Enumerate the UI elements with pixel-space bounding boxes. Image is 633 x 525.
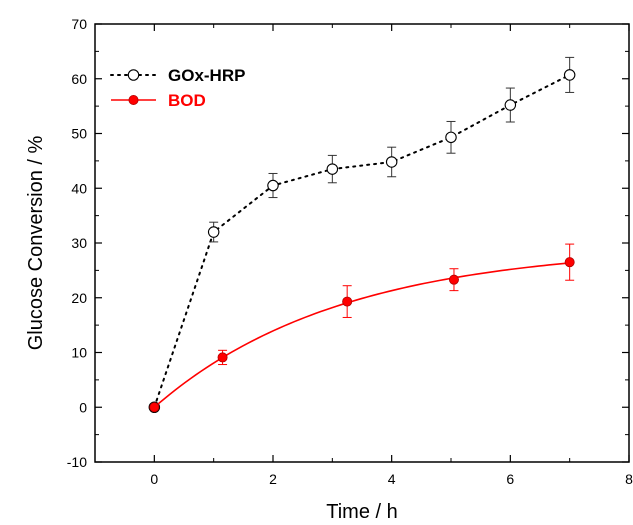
data-point (448, 274, 459, 285)
legend-marker-bod (128, 95, 139, 106)
plot-frame (94, 23, 630, 463)
legend-label-gox-hrp: GOx-HRP (168, 66, 245, 85)
data-point (207, 226, 220, 238)
x-tick-label: 6 (506, 471, 514, 487)
series-gox-hrp (148, 56, 576, 413)
y-tick-label: 20 (71, 290, 87, 306)
y-tick-label: 10 (71, 345, 87, 361)
series-line (153, 262, 570, 408)
y-axis-title: Glucose Conversion / % (25, 136, 47, 351)
y-tick-label: 40 (71, 180, 87, 196)
data-point (267, 179, 279, 192)
y-tick-label: 60 (71, 71, 87, 87)
y-tick-label: 30 (71, 235, 87, 251)
data-point (342, 296, 353, 307)
y-tick-label: 0 (79, 399, 87, 415)
legend-marker-gox-hrp (127, 69, 140, 81)
x-tick-label: 4 (388, 471, 396, 487)
data-point (326, 163, 339, 175)
x-tick-label: 0 (150, 471, 158, 487)
legend: GOx-HRP BOD (110, 66, 245, 110)
data-point (149, 402, 160, 413)
y-tick-label: 70 (71, 16, 87, 32)
data-point (445, 131, 457, 144)
legend-label-bod: BOD (168, 91, 206, 110)
data-point (563, 69, 576, 81)
y-tick-label: 50 (71, 126, 87, 142)
y-tick-label: -10 (67, 454, 87, 470)
series-layer (148, 56, 576, 413)
axes-layer: 0 2 4 6 8 -10 0 10 20 30 40 50 60 70 (67, 16, 633, 487)
data-point (217, 352, 228, 363)
data-point (504, 99, 517, 111)
x-axis-title: Time / h (326, 501, 398, 523)
data-point (385, 156, 398, 168)
x-tick-label: 2 (269, 471, 277, 487)
x-tick-label: 8 (625, 471, 633, 487)
series-line (153, 73, 571, 409)
data-point (564, 257, 575, 268)
series-bod (149, 243, 575, 413)
